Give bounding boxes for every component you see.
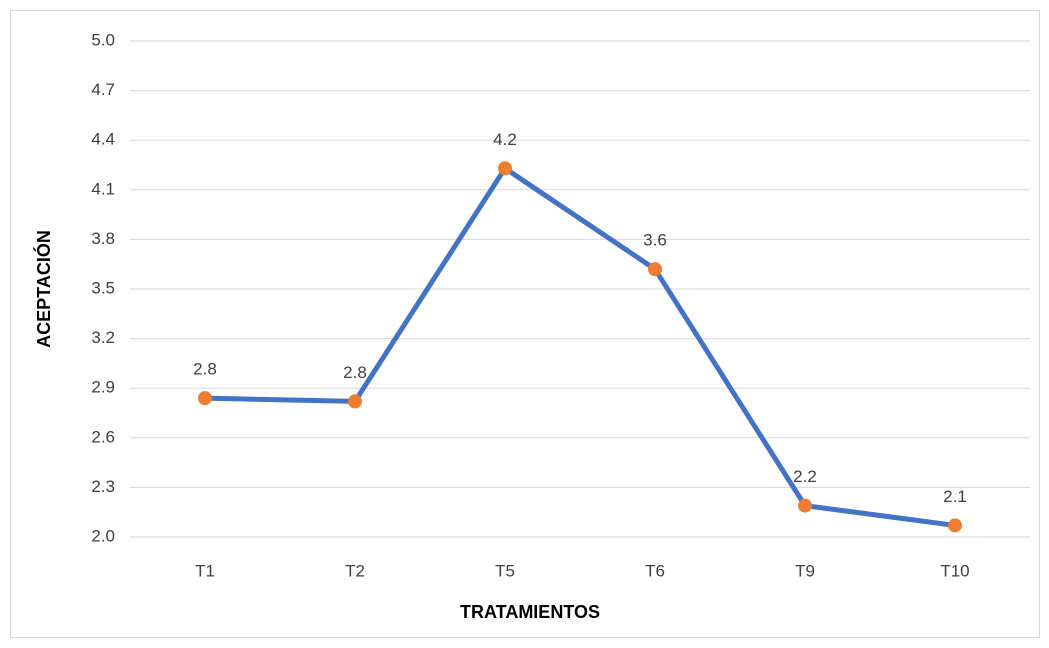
marker — [198, 391, 212, 406]
y-tick-label: 4.4 — [91, 130, 115, 149]
marker — [498, 161, 512, 176]
marker — [648, 262, 662, 277]
y-tick-label: 3.8 — [91, 229, 115, 248]
y-tick-label: 2.3 — [91, 477, 115, 496]
data-label: 2.8 — [193, 360, 217, 379]
y-tick-label: 5.0 — [91, 30, 115, 49]
x-tick-label: T6 — [645, 561, 665, 580]
y-tick-label: 2.0 — [91, 526, 115, 545]
y-axis-title: ACEPTACIÓN — [33, 230, 54, 348]
x-tick-label: T5 — [495, 561, 515, 580]
chart-frame — [10, 10, 1040, 638]
y-tick-label: 3.2 — [91, 328, 115, 347]
y-tick-label: 4.1 — [91, 179, 115, 198]
marker — [798, 498, 812, 513]
y-tick-label: 3.5 — [91, 278, 115, 297]
data-label: 2.1 — [943, 487, 967, 506]
line — [204, 165, 956, 528]
y-tick-label: 4.7 — [91, 80, 115, 99]
y-tick-label: 2.6 — [91, 427, 115, 446]
data-label: 2.2 — [793, 467, 817, 486]
y-tick-label: 2.9 — [91, 378, 115, 397]
x-tick-label: T10 — [940, 561, 969, 580]
marker — [948, 518, 962, 533]
x-tick-label: T1 — [195, 561, 215, 580]
x-tick-label: T2 — [345, 561, 365, 580]
x-axis-title: TRATAMIENTOS — [460, 602, 600, 622]
data-label: 2.8 — [343, 363, 367, 382]
marker — [348, 394, 362, 409]
x-tick-label: T9 — [795, 561, 815, 580]
data-label: 4.2 — [493, 130, 517, 149]
data-label: 3.6 — [643, 231, 667, 250]
